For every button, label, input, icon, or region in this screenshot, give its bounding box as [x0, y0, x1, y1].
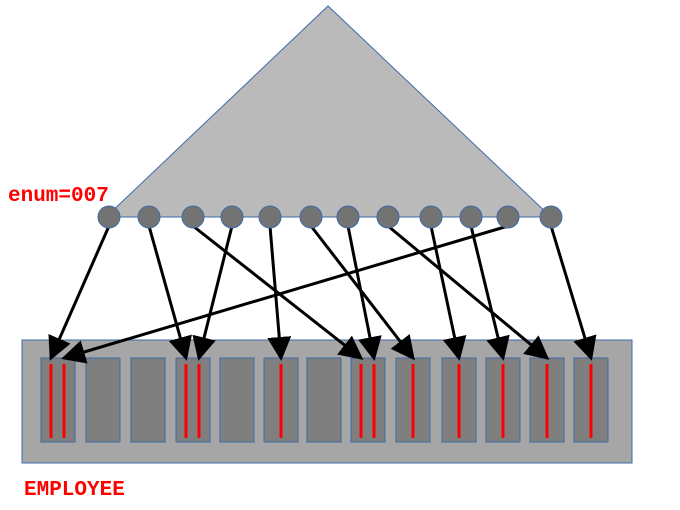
data-page-1: [85, 357, 121, 443]
pointer-arrow-9: [469, 225, 510, 361]
data-page-0: [40, 357, 76, 443]
index-leaf-2: [181, 205, 205, 229]
index-leaf-11: [539, 205, 563, 229]
data-pages: [40, 357, 609, 443]
index-leaf-4: [258, 205, 282, 229]
key-label: enum=007: [8, 185, 109, 208]
pointer-arrow-10: [61, 224, 509, 364]
index-leaf-3: [220, 205, 244, 229]
index-leaf-9: [459, 205, 483, 229]
data-page-4: [219, 357, 255, 443]
pointer-arrow-6: [346, 225, 382, 361]
data-page-3: [175, 357, 211, 443]
index-leaf-8: [419, 205, 443, 229]
index-leaf-7: [376, 205, 400, 229]
pointer-arrow-4: [267, 225, 292, 361]
pointer-arrow-3: [192, 225, 234, 361]
index-leaf-0: [97, 205, 121, 229]
index-leaf-nodes: [97, 205, 563, 229]
data-page-6: [306, 357, 342, 443]
index-leaf-5: [299, 205, 323, 229]
pointer-arrow-1: [147, 225, 192, 361]
data-page-7: [350, 357, 386, 443]
pointer-arrows: [48, 224, 597, 364]
index-leaf-10: [496, 205, 520, 229]
pointer-arrow-11: [549, 225, 597, 361]
data-page-2: [130, 357, 166, 443]
table-label: EMPLOYEE: [24, 479, 125, 502]
index-tree-triangle: [104, 5, 553, 218]
pointer-arrow-7: [387, 224, 550, 360]
index-leaf-6: [336, 205, 360, 229]
pointer-arrow-0: [48, 225, 111, 361]
index-leaf-1: [137, 205, 161, 229]
